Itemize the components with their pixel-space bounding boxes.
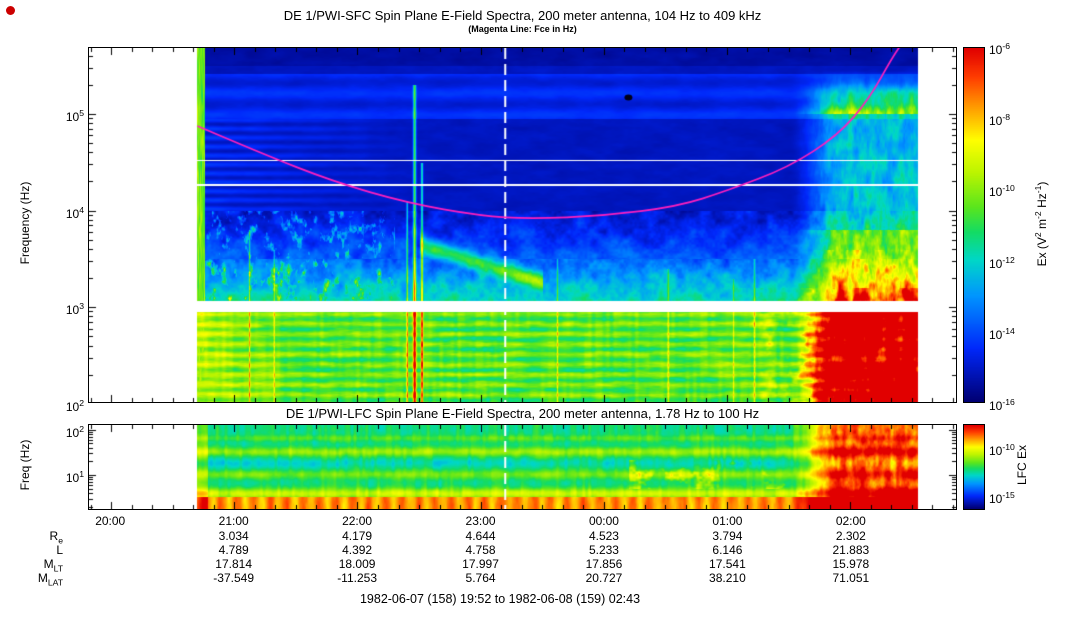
ephemeris-value: 15.978 — [832, 557, 870, 571]
ephemeris-value: 5.764 — [465, 571, 496, 585]
ephemeris-value: 4.644 — [465, 529, 496, 543]
lfc-ylabel: Freq (Hz) — [18, 439, 32, 491]
ephemeris-value: -37.549 — [213, 571, 255, 585]
sfc-colorbar-label: Ex (V2 m-2 Hz-1) — [1033, 181, 1049, 267]
sfc-ytick-label: 105 — [65, 107, 84, 124]
sfc-colorbar-canvas — [964, 48, 984, 402]
sfc-colorbar-tick-label: 10-8 — [989, 112, 1011, 129]
time-tick-label: 20:00 — [95, 514, 126, 528]
ephemeris-row-label: Re — [49, 529, 63, 546]
sfc-colorbar-tick-label: 10-6 — [989, 41, 1011, 57]
sfc-ytick-label: 104 — [65, 204, 84, 221]
sfc-plot-area — [88, 47, 957, 403]
time-tick-label: 00:00 — [588, 514, 619, 528]
time-tick-label: 22:00 — [342, 514, 373, 528]
lfc-colorbar-tick-label: 10-10 — [989, 441, 1015, 458]
ephemeris-value: 2.302 — [835, 529, 866, 543]
sfc-colorbar-tick-label: 10-10 — [989, 183, 1015, 200]
sfc-colorbar — [963, 47, 985, 403]
ephemeris-value: 18.009 — [338, 557, 376, 571]
ephemeris-value: 4.523 — [588, 529, 619, 543]
record-indicator-icon — [6, 6, 15, 15]
ephemeris-row-label: MLT — [43, 557, 63, 574]
ephemeris-value: 17.856 — [585, 557, 623, 571]
ephemeris-value: 5.233 — [588, 543, 619, 557]
ephemeris-value: 6.146 — [712, 543, 743, 557]
ephemeris-value: 4.179 — [342, 529, 373, 543]
ephemeris-value: 20.727 — [585, 571, 623, 585]
ephemeris-value: -11.253 — [337, 571, 377, 585]
ephemeris-value: 3.034 — [218, 529, 249, 543]
sfc-colorbar-tick-label: 10-12 — [989, 254, 1015, 271]
ephemeris-value: 17.997 — [462, 557, 499, 571]
sfc-spectrogram-canvas — [89, 48, 956, 402]
time-tick-label: 01:00 — [712, 514, 743, 528]
ephemeris-value: 17.541 — [709, 557, 746, 571]
time-tick-label: 23:00 — [465, 514, 496, 528]
lfc-spectrogram-canvas — [89, 425, 956, 509]
lfc-colorbar-canvas — [964, 425, 984, 509]
ephemeris-row-label: MLAT — [37, 571, 63, 588]
ephemeris-value: 4.392 — [342, 543, 373, 557]
sfc-title: DE 1/PWI-SFC Spin Plane E-Field Spectra,… — [283, 8, 762, 23]
sfc-ytick-label: 102 — [65, 397, 84, 414]
lfc-colorbar-label: LFC Ex — [1015, 445, 1029, 486]
time-tick-label: 02:00 — [835, 514, 866, 528]
ephemeris-value: 3.794 — [712, 529, 743, 543]
ephemeris-row-label: L — [56, 543, 63, 557]
sfc-ytick-label: 103 — [65, 301, 84, 318]
lfc-colorbar-tick-label: 10-15 — [989, 489, 1015, 506]
lfc-ytick-label: 101 — [65, 468, 84, 485]
sfc-colorbar-tick-label: 10-14 — [989, 325, 1015, 342]
time-range-caption: 1982-06-07 (158) 19:52 to 1982-06-08 (15… — [359, 592, 641, 606]
ephemeris-value: 38.210 — [709, 571, 746, 585]
ephemeris-value: 17.814 — [215, 557, 253, 571]
lfc-title: DE 1/PWI-LFC Spin Plane E-Field Spectra,… — [285, 406, 760, 421]
ephemeris-value: 4.789 — [218, 543, 249, 557]
sfc-colorbar-tick-label: 10-16 — [989, 397, 1015, 413]
ephemeris-value: 71.051 — [832, 571, 870, 585]
lfc-ytick-label: 102 — [65, 423, 84, 440]
ephemeris-value: 21.883 — [832, 543, 870, 557]
lfc-colorbar — [963, 424, 985, 510]
time-tick-label: 21:00 — [218, 514, 249, 528]
ephemeris-value: 4.758 — [465, 543, 496, 557]
sfc-subtitle: (Magenta Line: Fce in Hz) — [468, 24, 577, 34]
lfc-plot-area — [88, 424, 957, 510]
